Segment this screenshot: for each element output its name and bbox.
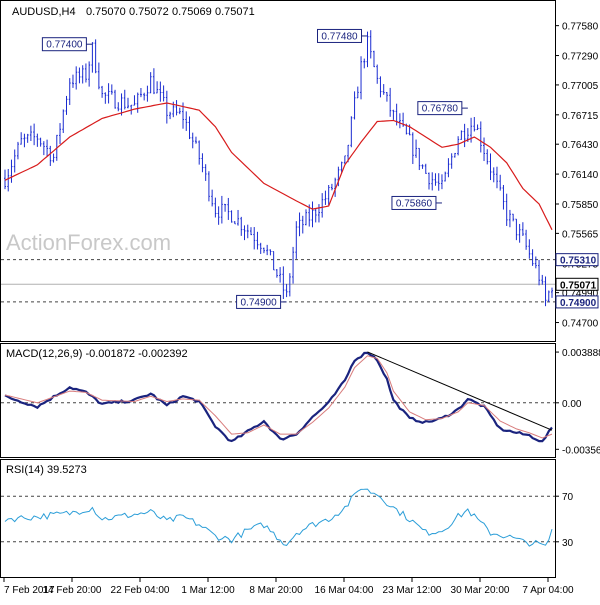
open-value: 0.75070 bbox=[86, 6, 126, 18]
annotation-box bbox=[317, 28, 363, 43]
price-tick-label: 0.74990 bbox=[562, 289, 599, 300]
macd-tick-label: -0.003564 bbox=[562, 445, 600, 456]
annotation-label: 0.74900 bbox=[241, 297, 278, 308]
rsi-tick-label: 30 bbox=[562, 538, 574, 549]
macd-title: MACD(12,26,9) -0.001872 -0.002392 bbox=[6, 348, 188, 360]
macd-plot bbox=[1, 351, 555, 443]
x-tick-label: 7 Feb 2017 bbox=[4, 585, 55, 596]
price-tick-label: 0.77580 bbox=[562, 22, 599, 33]
symbol-label: AUDUSD,H4 bbox=[12, 6, 76, 18]
macd-line bbox=[4, 351, 553, 443]
x-tick-label: 14 Feb 20:00 bbox=[43, 585, 102, 596]
macd-tick-label: 0.00 bbox=[562, 399, 582, 410]
moving-average-line bbox=[4, 102, 553, 231]
level-tag-box bbox=[555, 253, 599, 267]
axes: 0.77580 0.77290 0.77005 0.76715 0.76430 0.761… bbox=[3, 22, 600, 596]
annotation-box bbox=[41, 37, 87, 52]
macd-signal-line bbox=[4, 355, 553, 439]
level-tag-label: 0.74900 bbox=[560, 298, 597, 309]
price-tick-label: 0.77290 bbox=[562, 52, 599, 63]
level-tag-label: 0.75310 bbox=[560, 256, 597, 267]
rsi-plot bbox=[1, 488, 555, 547]
annotation-label: 0.77480 bbox=[321, 31, 358, 42]
low-value: 0.75069 bbox=[172, 6, 212, 18]
annotation-label: 0.76780 bbox=[422, 104, 459, 115]
close-value: 0.75071 bbox=[215, 6, 255, 18]
x-tick-label: 1 Mar 12:00 bbox=[181, 585, 235, 596]
x-tick-label: 8 Mar 20:00 bbox=[249, 585, 303, 596]
price-tick-label: 0.76140 bbox=[562, 170, 599, 181]
price-panel-frame bbox=[0, 0, 556, 342]
annotation-box bbox=[391, 195, 437, 210]
macd-trendline bbox=[367, 351, 553, 431]
rsi-title: RSI(14) 39.5273 bbox=[6, 464, 87, 476]
price-tick-label: 0.76715 bbox=[562, 111, 599, 122]
macd-tick-label: 0.003888 bbox=[562, 348, 600, 359]
x-tick-label: 16 Mar 04:00 bbox=[315, 585, 374, 596]
current-price-label: 0.75071 bbox=[560, 280, 597, 291]
level-tag-box bbox=[555, 295, 599, 309]
watermark: ActionForex.com bbox=[6, 230, 171, 255]
annotation-box bbox=[236, 294, 282, 309]
price-plot: 0.77400 0.77480 0.76780 0.75860 0.74900 bbox=[1, 28, 555, 309]
high-value: 0.75072 bbox=[129, 6, 169, 18]
annotation-label: 0.75860 bbox=[396, 198, 433, 209]
macd-panel-frame bbox=[0, 343, 556, 458]
annotation-label: 0.77400 bbox=[46, 40, 83, 51]
x-tick-label: 22 Feb 04:00 bbox=[111, 585, 170, 596]
x-tick-label: 7 Apr 04:00 bbox=[522, 585, 574, 596]
current-price-box bbox=[555, 277, 599, 291]
annotation-box bbox=[417, 101, 463, 116]
price-tick-label: 0.77005 bbox=[562, 81, 599, 92]
price-tick-label: 0.76430 bbox=[562, 140, 599, 151]
rsi-line bbox=[4, 488, 553, 547]
rsi-tick-label: 70 bbox=[562, 492, 574, 503]
price-header: AUDUSD,H4 0.75070 0.75072 0.75069 0.7507… bbox=[12, 6, 255, 18]
x-tick-label: 30 Mar 20:00 bbox=[451, 585, 510, 596]
price-tick-label: 0.74700 bbox=[562, 319, 599, 330]
rsi-panel-frame bbox=[0, 459, 556, 578]
price-tick-label: 0.75850 bbox=[562, 200, 599, 211]
x-tick-label: 23 Mar 12:00 bbox=[383, 585, 442, 596]
price-tick-label: 0.75565 bbox=[562, 229, 599, 240]
